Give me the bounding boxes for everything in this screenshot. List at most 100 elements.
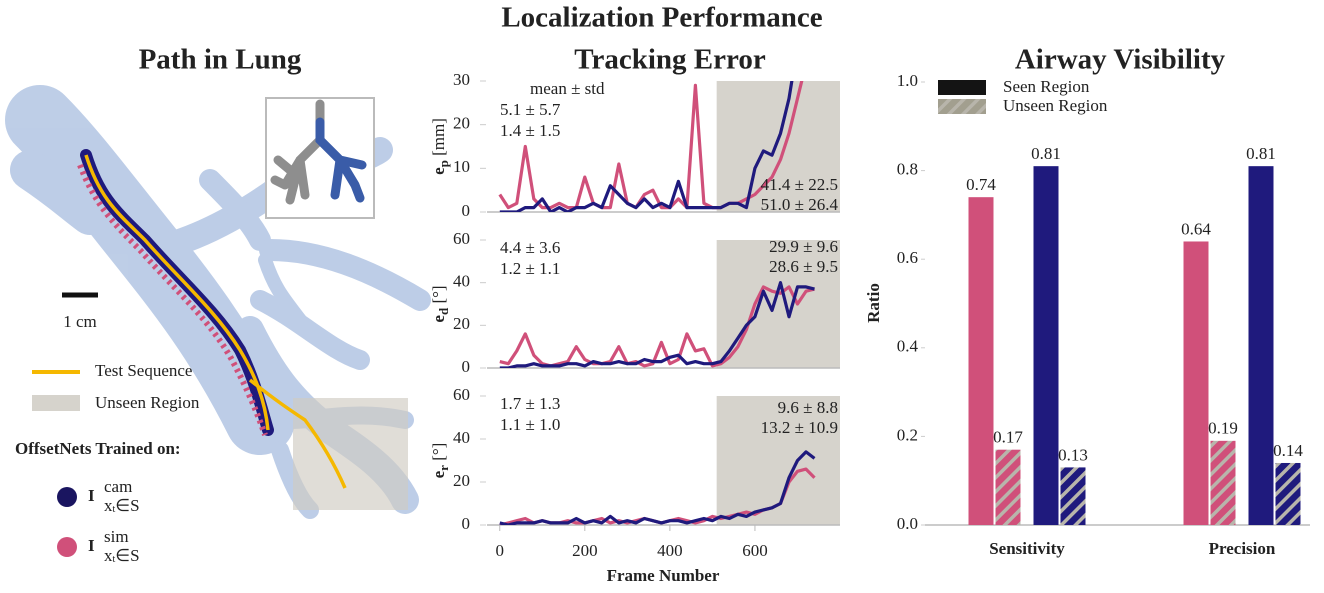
sub: x [104, 546, 113, 565]
y-tick-label: 1.0 [897, 71, 918, 90]
series-line [499, 281, 815, 368]
y-tick-label: 30 [453, 70, 470, 89]
lung-airway [259, 239, 431, 311]
annotation: 4.4 ± 3.6 [500, 238, 560, 257]
sub-rest: ∈S [115, 546, 139, 565]
chart-title: Airway Visibility [1015, 44, 1226, 76]
bar [1275, 462, 1301, 525]
value-label: 0.81 [1246, 144, 1276, 163]
series-line [499, 81, 794, 212]
annotation: mean ± std [530, 79, 605, 98]
legend-label: Seen Region [1003, 77, 1090, 96]
series-line [498, 81, 804, 210]
annotation: 28.6 ± 9.5 [769, 257, 838, 276]
legend-label-sub: xt∈S [104, 546, 140, 565]
unseen-shade [716, 81, 840, 212]
y-tick-label: 60 [453, 229, 470, 248]
y-label-base: e [429, 470, 448, 478]
x-axis-label: Frame Number [607, 566, 720, 585]
value-label: 0.14 [1273, 441, 1303, 460]
sub-sub: t [113, 554, 116, 565]
legend-label: Unseen Region [95, 393, 200, 412]
y-tick-label: 20 [453, 114, 470, 133]
y-label-sub: p [436, 160, 451, 167]
y-label-sub: r [436, 465, 451, 471]
bar [1033, 166, 1059, 526]
lung-airway [250, 290, 370, 370]
y-tick-label: 0.4 [897, 337, 919, 356]
y-axis-label: Ratio [864, 283, 883, 323]
y-label-unit: [°] [429, 285, 448, 307]
y-axis-label: er [°] [429, 443, 451, 479]
legend-label: Unseen Region [1003, 96, 1108, 115]
y-axis-label: ep [mm] [429, 118, 451, 175]
annotation: 1.1 ± 1.0 [500, 415, 560, 434]
scale-label: 1 cm [63, 312, 97, 331]
y-tick-label: 0.8 [897, 160, 918, 179]
annotation: 51.0 ± 26.4 [761, 195, 839, 214]
lung-airway [10, 150, 110, 235]
annotation: 1.2 ± 1.1 [500, 259, 560, 278]
y-label-base: e [429, 167, 448, 175]
sim-trajectory [77, 163, 268, 436]
y-tick-label: 0 [462, 514, 471, 533]
legend-label: I [88, 536, 95, 555]
legend-label-sub: xt∈S [104, 496, 140, 515]
offsetnets-title: OffsetNets Trained on: [15, 439, 181, 458]
y-tick-label: 0.2 [897, 425, 918, 444]
figure-title: Localization Performance [501, 2, 822, 34]
x-tick-label: 0 [496, 541, 505, 560]
value-label: 0.19 [1208, 419, 1238, 438]
lung-airway [258, 253, 307, 327]
y-label-unit: [mm] [429, 118, 448, 160]
y-label-sub: d [436, 307, 451, 315]
sub-sub: t [113, 504, 116, 515]
annotation: 29.9 ± 9.6 [769, 237, 838, 256]
legend-label-sup: cam [104, 477, 132, 496]
legend-swatch [938, 80, 986, 95]
sub: x [104, 496, 113, 515]
y-label-unit: [°] [429, 443, 448, 465]
y-tick-label: 20 [453, 314, 470, 333]
y-tick-label: 20 [453, 471, 470, 490]
annotation: 9.6 ± 8.8 [778, 398, 838, 417]
y-tick-label: 40 [453, 428, 470, 447]
bar [968, 197, 994, 525]
inset-tree [270, 99, 367, 205]
bar [1210, 440, 1236, 525]
legend-swatch [32, 395, 80, 411]
bar [1248, 166, 1274, 526]
x-tick-label: 200 [572, 541, 598, 560]
series-line [499, 450, 816, 525]
legend-swatch [938, 99, 986, 114]
y-tick-label: 60 [453, 385, 470, 404]
x-tick-label: 600 [742, 541, 768, 560]
legend-marker [57, 487, 77, 507]
bar [1060, 467, 1086, 525]
lung-panel: Path in Lung 1 cm Test Sequence Unseen R… [5, 44, 431, 557]
y-label-base: e [429, 315, 448, 323]
value-label: 0.17 [993, 428, 1023, 447]
legend-marker [57, 537, 77, 557]
panel-title: Path in Lung [139, 44, 302, 76]
bar [995, 449, 1021, 525]
x-tick-label: 400 [657, 541, 683, 560]
y-axis-label: ed [°] [429, 285, 451, 322]
y-tick-label: 0 [462, 201, 471, 220]
y-tick-label: 40 [453, 272, 470, 291]
test-sequence-path [84, 154, 347, 489]
legend-label-sup: sim [104, 527, 129, 546]
annotation: 41.4 ± 22.5 [761, 175, 838, 194]
y-tick-label: 0 [462, 357, 471, 376]
y-tick-label: 10 [453, 157, 470, 176]
annotation: 1.4 ± 1.5 [500, 121, 560, 140]
y-tick-label: 0.6 [897, 248, 918, 267]
y-tick-label: 0.0 [897, 514, 918, 533]
legend-label: I [88, 486, 95, 505]
legend-label: Test Sequence [95, 361, 192, 380]
x-tick-label: Precision [1209, 539, 1276, 558]
chart-title: Tracking Error [574, 44, 766, 76]
x-tick-label: Sensitivity [989, 539, 1065, 558]
value-label: 0.81 [1031, 144, 1061, 163]
